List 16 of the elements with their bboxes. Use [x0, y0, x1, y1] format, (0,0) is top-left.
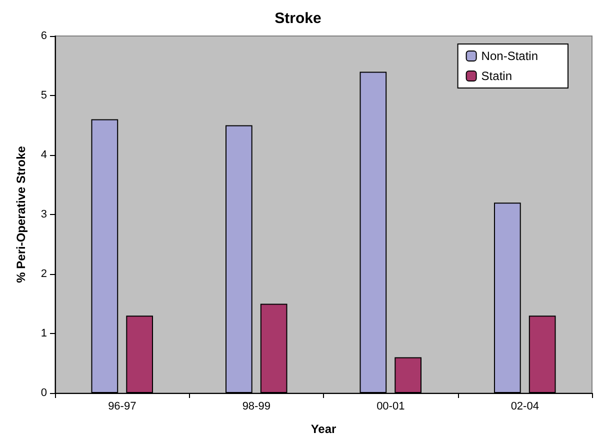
y-tick-label: 3: [40, 208, 47, 220]
y-tick-label: 0: [40, 387, 47, 399]
y-tick-label: 2: [40, 268, 47, 280]
y-tick-label: 5: [40, 90, 47, 102]
x-tick-label: 96-97: [108, 400, 136, 412]
y-tick-label: 6: [40, 30, 47, 42]
x-tick-label: 98-99: [242, 400, 270, 412]
y-tick-label: 4: [40, 149, 47, 161]
y-tick-label: 1: [40, 328, 47, 340]
x-tick-label: 02-04: [510, 400, 539, 412]
legend-label: Statin: [481, 69, 512, 83]
x-tick-label: 00-01: [376, 400, 405, 412]
legend-label: Non-Statin: [481, 49, 538, 63]
x-axis-title: Year: [310, 422, 337, 436]
chart-title: Stroke: [274, 10, 322, 27]
y-axis-title: % Peri-Operative Stroke: [14, 146, 28, 283]
